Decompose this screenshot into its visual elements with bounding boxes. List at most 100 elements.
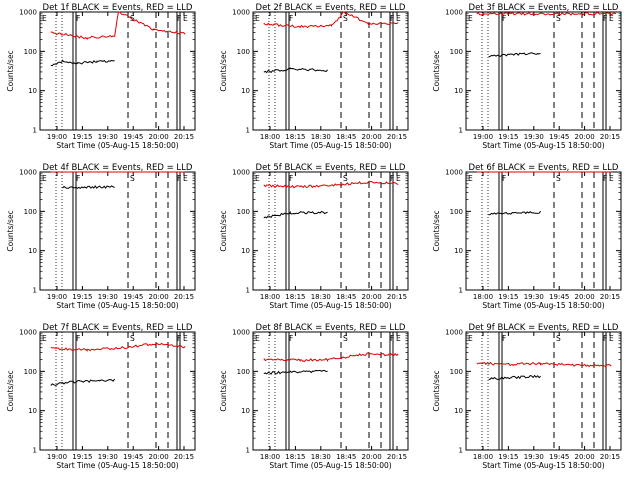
segment-marker-label: F (177, 14, 181, 23)
x-axis-label: Start Time (05-Aug-15 18:50:00) (482, 301, 604, 310)
events-series-line (263, 369, 328, 375)
x-tick-label: 20:15 (387, 293, 407, 301)
plot-frame (465, 171, 622, 291)
x-tick-label: 18:15 (285, 293, 305, 301)
y-tick-label: 1 (459, 287, 463, 295)
plot-frame (252, 171, 409, 291)
y-tick-label: 100 (24, 368, 37, 376)
y-tick-label: 1000 (232, 169, 250, 177)
segment-marker-label: F (289, 334, 293, 343)
segment-marker-label: S (343, 14, 348, 23)
x-tick-label: 18:45 (336, 453, 356, 461)
x-tick-label: 19:45 (123, 293, 143, 301)
chart-title: Det 5f BLACK = Events, RED = LLD (256, 163, 406, 173)
x-tick-label: 18:30 (311, 133, 331, 141)
x-tick-label: 20:15 (600, 293, 620, 301)
y-tick-label: 10 (28, 407, 37, 415)
y-tick-label: 100 (24, 48, 37, 56)
segment-marker-label: F (289, 174, 293, 183)
x-tick-label: 19:45 (549, 453, 569, 461)
y-tick-label: 1 (33, 447, 37, 455)
segment-marker-label: F (390, 334, 394, 343)
y-tick-label: 10 (241, 247, 250, 255)
events-series-line (263, 67, 328, 74)
x-axis-label: Start Time (05-Aug-15 18:50:00) (482, 141, 604, 150)
chart-title: Det 9f BLACK = Events, RED = LLD (469, 323, 619, 333)
lld-series-line (476, 361, 612, 368)
y-tick-label: 1 (246, 287, 250, 295)
segment-marker-label: F (289, 14, 293, 23)
events-series-line (62, 185, 115, 189)
y-tick-label: 10 (454, 247, 463, 255)
y-tick-label: 10 (28, 247, 37, 255)
x-tick-label: 20:00 (575, 453, 595, 461)
y-tick-label: 10 (454, 407, 463, 415)
chart-title: Det 3f BLACK = Events, RED = LLD (469, 3, 619, 13)
y-tick-label: 1000 (232, 9, 250, 17)
y-tick-label: 100 (450, 48, 463, 56)
x-tick-label: 18:00 (473, 293, 493, 301)
chart-title: Det 1f BLACK = Events, RED = LLD (43, 3, 193, 13)
chart-title: Det 7f BLACK = Events, RED = LLD (43, 323, 193, 333)
y-axis-label: Counts/sec (432, 370, 441, 411)
y-tick-label: 100 (450, 368, 463, 376)
segment-marker-label: E (42, 334, 47, 343)
x-tick-label: 19:30 (98, 133, 118, 141)
x-tick-label: 19:15 (72, 453, 92, 461)
y-tick-label: 10 (241, 407, 250, 415)
chart-title: Det 2f BLACK = Events, RED = LLD (256, 3, 406, 13)
y-tick-label: 1000 (19, 329, 37, 337)
y-tick-label: 1000 (445, 329, 463, 337)
segment-marker-label: F (76, 334, 80, 343)
x-tick-label: 20:00 (575, 293, 595, 301)
y-tick-label: 100 (450, 208, 463, 216)
chart-panel-9: Det 9f BLACK = Events, RED = LLD 1 10 100 10… (432, 323, 622, 470)
x-tick-label: 19:30 (524, 453, 544, 461)
y-tick-label: 1000 (445, 169, 463, 177)
segment-marker-label: F (390, 174, 394, 183)
y-tick-label: 1000 (19, 9, 37, 17)
events-series-line (50, 378, 116, 386)
events-series-line (488, 210, 541, 216)
y-tick-label: 1000 (232, 329, 250, 337)
y-axis-label: Counts/sec (432, 210, 441, 251)
lld-series-line (263, 180, 399, 189)
x-tick-label: 19:30 (98, 453, 118, 461)
x-tick-label: 19:30 (98, 293, 118, 301)
y-axis-label: Counts/sec (219, 370, 228, 411)
chart-panel-2: Det 2f BLACK = Events, RED = LLD 1 10 100 10… (219, 3, 409, 150)
segment-marker-label: E (255, 14, 260, 23)
segment-marker-label: E (42, 14, 47, 23)
x-tick-label: 18:00 (260, 133, 280, 141)
y-axis-label: Counts/sec (432, 50, 441, 91)
chart-panel-8: Det 8f BLACK = Events, RED = LLD 1 10 100 10… (219, 323, 409, 470)
x-tick-label: 18:30 (311, 453, 331, 461)
x-tick-label: 19:00 (47, 133, 67, 141)
plot-frame (39, 11, 196, 131)
x-tick-label: 19:30 (524, 293, 544, 301)
y-tick-label: 10 (241, 87, 250, 95)
segment-marker-label: F (502, 334, 506, 343)
events-series-line (263, 210, 328, 219)
y-tick-label: 100 (24, 208, 37, 216)
x-tick-label: 20:00 (362, 293, 382, 301)
x-tick-label: 19:45 (549, 133, 569, 141)
x-tick-label: 19:00 (47, 453, 67, 461)
x-axis-label: Start Time (05-Aug-15 18:50:00) (269, 461, 391, 470)
x-tick-label: 18:00 (260, 453, 280, 461)
y-tick-label: 1 (246, 447, 250, 455)
segment-marker-label: E (609, 174, 614, 183)
events-series-line (488, 374, 541, 380)
x-tick-label: 18:30 (311, 293, 331, 301)
y-axis-label: Counts/sec (219, 50, 228, 91)
segment-marker-label: E (468, 334, 473, 343)
x-tick-label: 19:00 (473, 133, 493, 141)
x-tick-label: 20:00 (575, 133, 595, 141)
segment-marker-label: F (502, 14, 506, 23)
x-tick-label: 20:00 (149, 453, 169, 461)
chart-title: Det 6f BLACK = Events, RED = LLD (469, 163, 619, 173)
segment-marker-label: S (556, 174, 561, 183)
x-tick-label: 18:45 (336, 133, 356, 141)
plot-frame (252, 331, 409, 451)
